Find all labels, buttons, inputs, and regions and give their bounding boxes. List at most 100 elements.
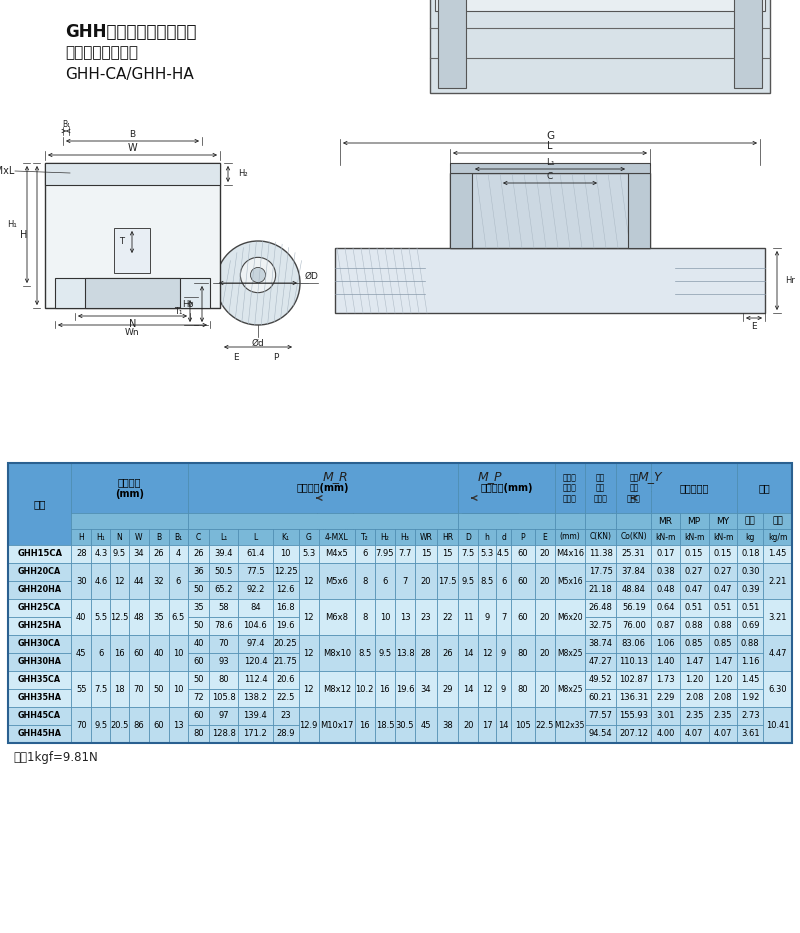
Bar [437,563,458,599]
Text: 9.5: 9.5 [113,550,126,559]
Bar [585,529,617,545]
Bar [354,671,375,707]
Bar [450,173,650,248]
Circle shape [634,190,644,201]
Text: 0.85: 0.85 [685,639,703,648]
Bar [738,463,792,513]
Bar [496,707,511,743]
Text: H₁: H₁ [7,220,17,229]
Text: 2.21: 2.21 [769,577,787,586]
Text: 36: 36 [194,567,204,577]
Bar [651,653,680,671]
Bar [458,671,478,707]
Bar [129,563,149,599]
Bar [149,563,169,599]
Circle shape [634,220,644,230]
Text: HR: HR [442,533,453,541]
Text: 4.6: 4.6 [94,577,107,586]
Text: 207.12: 207.12 [619,730,648,739]
Bar [554,563,585,599]
Bar [298,563,318,599]
Text: M6x8: M6x8 [326,612,348,621]
Bar [273,581,298,599]
Bar [554,513,585,529]
Text: 容許靜力矩: 容許靜力矩 [679,483,709,493]
Bar [738,545,763,563]
Bar [458,529,478,545]
Bar [511,545,534,563]
Text: 60: 60 [194,712,204,720]
Text: 48: 48 [134,612,144,621]
Bar [496,529,511,545]
Text: B: B [157,533,162,541]
Bar [458,463,554,513]
Text: 29: 29 [442,685,453,693]
Text: kN-m: kN-m [684,533,704,541]
Bar [110,545,129,563]
Bar [438,0,466,88]
Bar [585,545,617,563]
Text: 55: 55 [76,685,86,693]
Text: 1.40: 1.40 [656,658,674,666]
Bar [298,599,318,635]
Text: 94.54: 94.54 [589,730,613,739]
Bar [298,635,318,671]
Text: 1.20: 1.20 [714,675,732,685]
Bar [298,545,318,563]
Text: 20.5: 20.5 [110,720,129,730]
Text: 49.52: 49.52 [589,675,613,685]
Text: L: L [547,141,553,151]
Bar [169,563,188,599]
Text: GHH35CA: GHH35CA [18,675,62,685]
Bar [651,463,738,513]
Text: 4.07: 4.07 [685,730,703,739]
Text: 2.29: 2.29 [656,693,674,703]
Text: WR: WR [419,533,432,541]
Text: 3.01: 3.01 [656,712,674,720]
Bar [91,635,110,671]
Bar [395,563,415,599]
Circle shape [188,209,196,217]
Text: GHH25CA: GHH25CA [18,604,62,612]
Text: T: T [119,238,124,246]
Circle shape [685,0,695,7]
Bar [617,707,651,725]
Text: 13: 13 [400,612,410,621]
Text: 0.48: 0.48 [656,586,674,594]
Text: GHH45CA: GHH45CA [18,712,62,720]
Bar [85,278,180,308]
Bar [585,635,617,653]
Text: 97.4: 97.4 [246,639,265,648]
Text: 12: 12 [303,648,314,658]
Bar [738,725,763,743]
Text: 12.5: 12.5 [110,612,129,621]
Text: 105.8: 105.8 [212,693,236,703]
Bar [458,635,478,671]
Circle shape [678,513,686,521]
Text: 型號: 型號 [34,499,46,509]
Text: 4.3: 4.3 [94,550,107,559]
Text: 3.21: 3.21 [768,612,787,621]
Circle shape [507,0,513,5]
Bar [238,545,273,563]
Bar [437,529,458,545]
Bar [188,513,458,529]
Text: 16: 16 [379,685,390,693]
Bar [651,707,680,725]
Text: 0.18: 0.18 [741,550,759,559]
Bar [149,635,169,671]
Bar [114,228,150,273]
Bar [91,545,110,563]
Bar [617,545,651,563]
Circle shape [69,209,77,217]
Text: 組件尺寸
(mm): 組件尺寸 (mm) [115,477,144,499]
Text: 45: 45 [76,648,86,658]
Bar [188,463,458,513]
Text: M10x17: M10x17 [320,720,354,730]
Bar [554,545,585,563]
Text: H₃: H₃ [401,533,410,541]
Text: 1.06: 1.06 [656,639,674,648]
Text: 39.4: 39.4 [214,550,233,559]
Bar [617,635,651,653]
Bar [651,635,680,653]
